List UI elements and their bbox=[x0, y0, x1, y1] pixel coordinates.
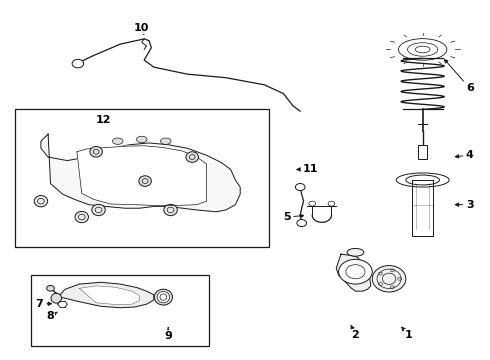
Text: 1: 1 bbox=[402, 327, 412, 339]
Ellipse shape bbox=[75, 211, 89, 223]
Circle shape bbox=[47, 285, 54, 291]
Ellipse shape bbox=[154, 289, 172, 305]
Text: 11: 11 bbox=[297, 165, 318, 174]
Polygon shape bbox=[79, 286, 139, 305]
Circle shape bbox=[339, 259, 372, 284]
Polygon shape bbox=[57, 282, 154, 308]
Ellipse shape bbox=[34, 195, 48, 207]
Bar bbox=[418, 145, 427, 159]
Text: 10: 10 bbox=[134, 23, 149, 35]
Ellipse shape bbox=[137, 136, 147, 143]
Ellipse shape bbox=[51, 293, 62, 303]
Bar bbox=[31, 275, 209, 346]
Circle shape bbox=[295, 184, 305, 190]
Polygon shape bbox=[77, 146, 207, 206]
Text: 2: 2 bbox=[351, 326, 359, 339]
Ellipse shape bbox=[396, 173, 449, 187]
Circle shape bbox=[297, 220, 306, 226]
Ellipse shape bbox=[157, 292, 170, 303]
Text: 6: 6 bbox=[444, 59, 474, 93]
Ellipse shape bbox=[113, 138, 123, 144]
Text: 4: 4 bbox=[455, 150, 474, 160]
Text: 5: 5 bbox=[283, 212, 304, 222]
Ellipse shape bbox=[90, 147, 102, 157]
Polygon shape bbox=[336, 254, 371, 291]
Ellipse shape bbox=[347, 248, 364, 256]
Text: 3: 3 bbox=[455, 200, 473, 210]
Ellipse shape bbox=[92, 204, 105, 216]
Polygon shape bbox=[41, 134, 240, 212]
Text: 7: 7 bbox=[36, 299, 51, 309]
Ellipse shape bbox=[139, 176, 151, 186]
Ellipse shape bbox=[161, 138, 171, 144]
Circle shape bbox=[72, 59, 84, 68]
Text: 9: 9 bbox=[164, 328, 172, 341]
Bar bbox=[15, 109, 269, 247]
Ellipse shape bbox=[372, 266, 406, 292]
Text: 12: 12 bbox=[96, 115, 112, 125]
Ellipse shape bbox=[164, 204, 177, 216]
Text: 8: 8 bbox=[47, 311, 57, 321]
Ellipse shape bbox=[186, 152, 198, 162]
